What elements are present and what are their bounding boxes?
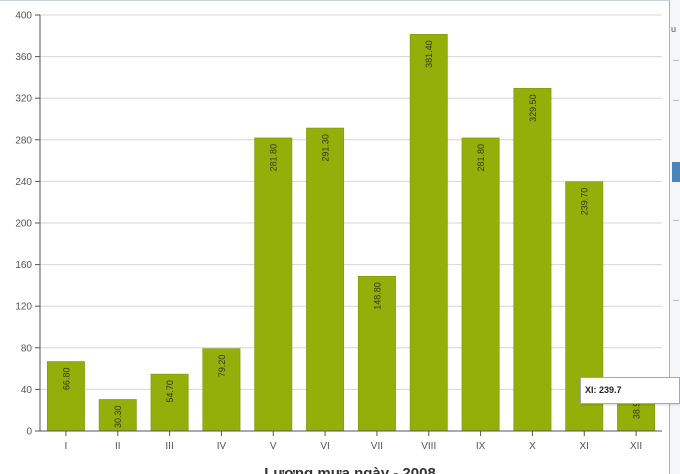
y-tick-label: 200 xyxy=(15,219,32,230)
bar xyxy=(409,34,448,432)
x-tick-label: IX xyxy=(476,441,486,452)
x-tick-label: XI xyxy=(580,441,589,452)
bar-value-label: 54.70 xyxy=(165,380,175,403)
bar-value-label: 79.20 xyxy=(217,355,227,378)
x-tick-label: X xyxy=(529,441,536,452)
y-tick-label: 0 xyxy=(26,427,32,438)
x-tick-label: VI xyxy=(320,441,329,452)
y-tick-label: 40 xyxy=(21,385,33,396)
bars: 66.80 30.30 54.70 79.20 281.80 291.30 148.80 38… xyxy=(46,34,656,432)
side-panel-divider xyxy=(673,300,679,301)
gridlines xyxy=(40,14,662,390)
bar-value-label: 281.80 xyxy=(269,144,279,172)
y-tick-label: 400 xyxy=(15,11,32,22)
bar-value-label: 291.30 xyxy=(321,134,331,162)
y-axis-ticks: 0 40 80 120 160 200 240 280 320 360 400 xyxy=(15,11,40,438)
y-tick-label: 120 xyxy=(15,302,32,313)
bar-value-label: 38.90 xyxy=(632,397,642,420)
side-panel-divider xyxy=(673,60,679,61)
x-tick-label: VII xyxy=(371,441,383,452)
side-panel-divider xyxy=(673,100,679,101)
side-panel-glyph: u xyxy=(671,24,677,34)
bar xyxy=(202,348,241,432)
x-axis-ticks: I II III IV V VI VII VIII IX X XI XII xyxy=(65,431,642,452)
x-tick-label: III xyxy=(165,441,173,452)
x-tick-label: XII xyxy=(630,441,642,452)
y-tick-label: 240 xyxy=(15,177,32,188)
bar-value-label: 381.40 xyxy=(424,40,434,68)
bar-value-label: 281.80 xyxy=(476,144,486,172)
side-panel-accent[interactable] xyxy=(672,162,680,182)
y-tick-label: 320 xyxy=(15,94,32,105)
x-tick-label: VIII xyxy=(421,441,436,452)
x-tick-label: I xyxy=(65,441,68,452)
bar xyxy=(357,275,396,432)
y-tick-label: 160 xyxy=(15,260,32,271)
bar xyxy=(306,127,345,432)
y-tick-label: 80 xyxy=(21,343,33,354)
hover-tooltip: XI: 239.7 xyxy=(580,377,680,404)
bar-value-label: 239.70 xyxy=(580,188,590,216)
y-tick-label: 360 xyxy=(15,52,32,63)
x-tick-label: II xyxy=(115,441,121,452)
bar-value-label: 329.50 xyxy=(528,94,538,122)
side-panel-edge: u xyxy=(670,0,680,474)
chart-title: Lượng mưa ngày - 2008 xyxy=(264,465,436,474)
side-panel-divider xyxy=(673,220,679,221)
x-tick-label: IV xyxy=(217,441,227,452)
bar-value-label: 30.30 xyxy=(113,405,123,428)
bar-value-label: 66.80 xyxy=(61,368,71,391)
y-tick-label: 280 xyxy=(15,135,32,146)
bar xyxy=(513,88,552,432)
x-tick-label: V xyxy=(270,441,277,452)
bar xyxy=(254,137,293,432)
bar-value-label: 148.80 xyxy=(372,282,382,310)
bar xyxy=(461,137,500,432)
